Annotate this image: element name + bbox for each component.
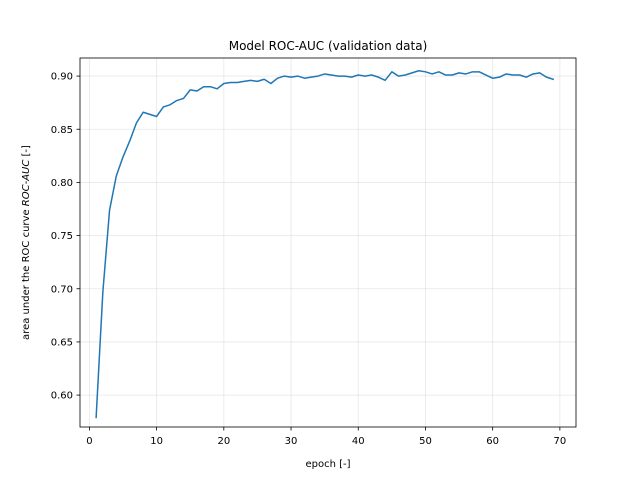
- y-tick-label: 0.70: [51, 284, 73, 295]
- x-axis: 0 10 20 30 40 50 60 70: [86, 427, 566, 447]
- x-tick-label: 70: [554, 436, 567, 447]
- y-tick-label: 0.80: [51, 178, 73, 189]
- y-tick-label: 0.60: [51, 391, 73, 402]
- y-axis: 0.60 0.65 0.70 0.75 0.80 0.85 0.90: [51, 72, 80, 402]
- y-axis-label-italic: ROC-AUC: [21, 160, 32, 207]
- y-tick-label: 0.65: [51, 338, 73, 349]
- x-tick-label: 60: [486, 436, 499, 447]
- series-layer: [95, 70, 555, 419]
- y-axis-label-prefix: area under the ROC curve: [21, 206, 32, 340]
- y-tick-label: 0.75: [51, 231, 73, 242]
- x-axis-label: epoch [-]: [305, 459, 350, 470]
- x-tick-label: 30: [285, 436, 298, 447]
- y-axis-label: area under the ROC curve ROC-AUC [-]: [21, 145, 32, 340]
- x-tick-label: 50: [419, 436, 432, 447]
- x-tick-label: 0: [86, 436, 92, 447]
- y-tick-label: 0.85: [51, 125, 73, 136]
- x-tick-label: 40: [352, 436, 365, 447]
- series-line: [95, 70, 555, 419]
- x-tick-label: 10: [150, 436, 163, 447]
- chart-title: Model ROC-AUC (validation data): [229, 39, 428, 53]
- y-axis-label-suffix: [-]: [21, 145, 32, 160]
- x-tick-label: 20: [217, 436, 230, 447]
- axes-frame: [79, 57, 577, 428]
- grid: [80, 58, 576, 427]
- y-tick-label: 0.90: [51, 72, 73, 83]
